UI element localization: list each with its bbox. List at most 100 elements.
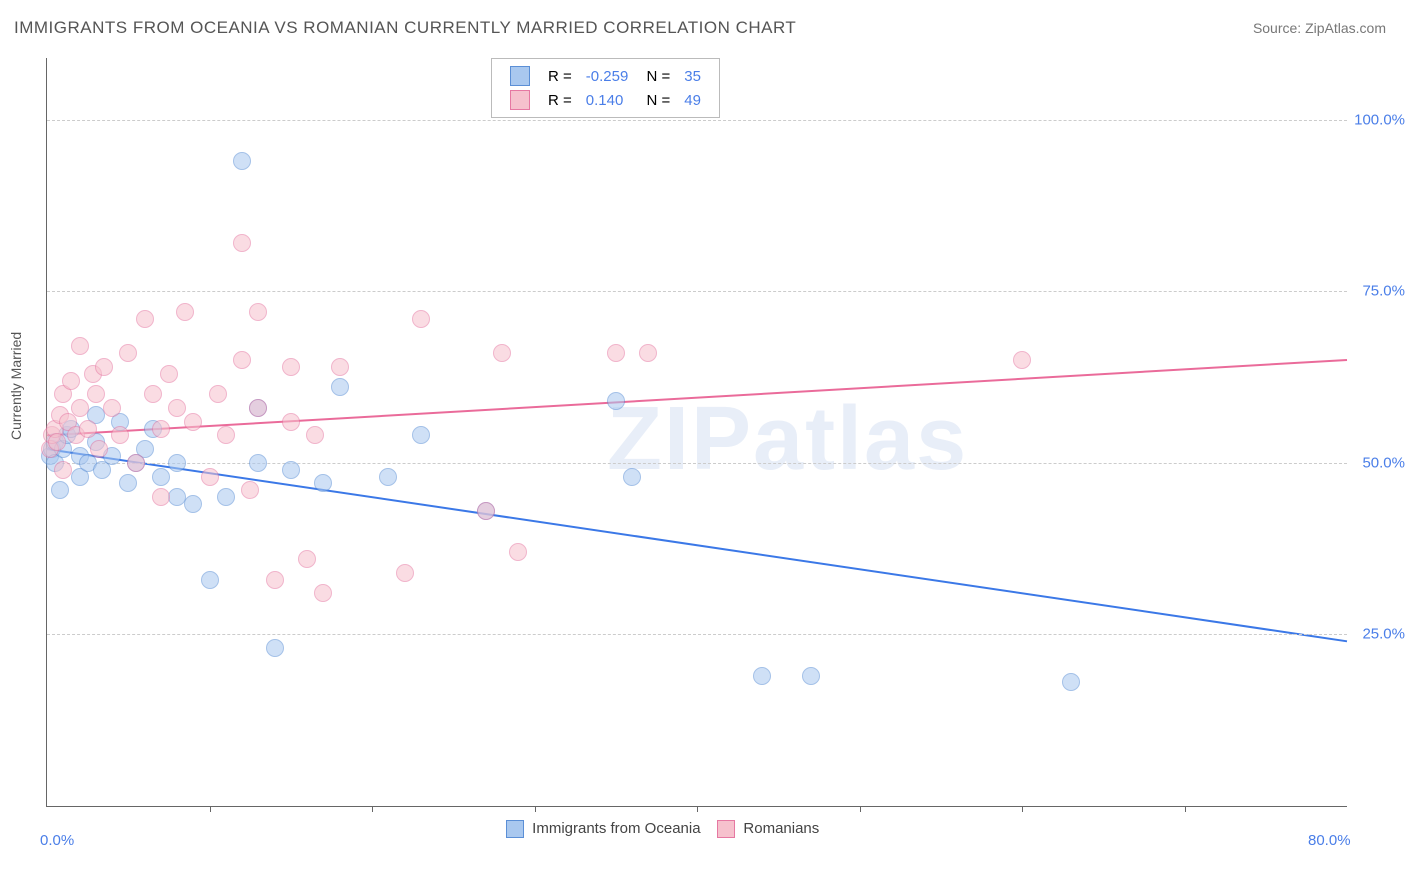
data-point bbox=[48, 433, 66, 451]
n-value: 35 bbox=[678, 65, 707, 87]
data-point bbox=[201, 571, 219, 589]
legend-swatch bbox=[717, 820, 735, 838]
data-point bbox=[87, 385, 105, 403]
data-point bbox=[95, 358, 113, 376]
data-point bbox=[412, 310, 430, 328]
data-point bbox=[184, 495, 202, 513]
data-point bbox=[233, 152, 251, 170]
data-point bbox=[184, 413, 202, 431]
data-point bbox=[217, 426, 235, 444]
data-point bbox=[209, 385, 227, 403]
data-point bbox=[168, 399, 186, 417]
y-axis-label: Currently Married bbox=[8, 332, 24, 440]
data-point bbox=[217, 488, 235, 506]
data-point bbox=[119, 344, 137, 362]
legend-series-name: Immigrants from Oceania bbox=[532, 820, 700, 837]
x-axis-max: 80.0% bbox=[1308, 832, 1351, 849]
x-tick bbox=[372, 806, 373, 812]
x-axis-min: 0.0% bbox=[40, 832, 74, 849]
data-point bbox=[282, 413, 300, 431]
data-point bbox=[298, 550, 316, 568]
n-label: N = bbox=[636, 89, 676, 111]
data-point bbox=[607, 392, 625, 410]
x-tick bbox=[1022, 806, 1023, 812]
data-point bbox=[639, 344, 657, 362]
y-tick-label: 25.0% bbox=[1349, 626, 1405, 643]
data-point bbox=[233, 351, 251, 369]
data-point bbox=[282, 461, 300, 479]
data-point bbox=[119, 474, 137, 492]
chart-title: IMMIGRANTS FROM OCEANIA VS ROMANIAN CURR… bbox=[14, 18, 796, 38]
y-tick-label: 50.0% bbox=[1349, 454, 1405, 471]
series-legend: Immigrants from Oceania Romanians bbox=[506, 820, 836, 838]
r-label: R = bbox=[542, 65, 578, 87]
data-point bbox=[266, 571, 284, 589]
y-tick-label: 75.0% bbox=[1349, 283, 1405, 300]
data-point bbox=[90, 440, 108, 458]
data-point bbox=[493, 344, 511, 362]
x-tick bbox=[210, 806, 211, 812]
x-tick bbox=[697, 806, 698, 812]
data-point bbox=[71, 399, 89, 417]
data-point bbox=[306, 426, 324, 444]
data-point bbox=[331, 358, 349, 376]
data-point bbox=[1013, 351, 1031, 369]
data-point bbox=[176, 303, 194, 321]
data-point bbox=[136, 310, 154, 328]
data-point bbox=[266, 639, 284, 657]
data-point bbox=[152, 468, 170, 486]
r-value: -0.259 bbox=[580, 65, 635, 87]
gridline bbox=[47, 634, 1347, 635]
n-value: 49 bbox=[678, 89, 707, 111]
data-point bbox=[111, 426, 129, 444]
data-point bbox=[54, 461, 72, 479]
data-point bbox=[160, 365, 178, 383]
data-point bbox=[168, 454, 186, 472]
data-point bbox=[249, 303, 267, 321]
x-tick bbox=[1185, 806, 1186, 812]
data-point bbox=[314, 474, 332, 492]
data-point bbox=[379, 468, 397, 486]
trend-line bbox=[47, 449, 1347, 641]
gridline bbox=[47, 463, 1347, 464]
data-point bbox=[1062, 673, 1080, 691]
legend-swatch bbox=[506, 820, 524, 838]
legend-swatch bbox=[510, 90, 530, 110]
legend-row: R =0.140 N =49 bbox=[504, 89, 707, 111]
n-label: N = bbox=[636, 65, 676, 87]
data-point bbox=[249, 454, 267, 472]
legend-series-name: Romanians bbox=[743, 820, 819, 837]
data-point bbox=[144, 385, 162, 403]
data-point bbox=[396, 564, 414, 582]
data-point bbox=[152, 488, 170, 506]
data-point bbox=[249, 399, 267, 417]
data-point bbox=[79, 420, 97, 438]
scatter-plot: ZIPatlas R =-0.259 N =35R =0.140 N =49 2… bbox=[46, 58, 1347, 807]
data-point bbox=[509, 543, 527, 561]
data-point bbox=[607, 344, 625, 362]
data-point bbox=[71, 337, 89, 355]
gridline bbox=[47, 291, 1347, 292]
y-tick-label: 100.0% bbox=[1349, 111, 1405, 128]
legend-row: R =-0.259 N =35 bbox=[504, 65, 707, 87]
data-point bbox=[62, 372, 80, 390]
x-tick bbox=[860, 806, 861, 812]
data-point bbox=[314, 584, 332, 602]
legend-swatch bbox=[510, 66, 530, 86]
data-point bbox=[753, 667, 771, 685]
x-tick bbox=[535, 806, 536, 812]
data-point bbox=[103, 399, 121, 417]
trend-lines bbox=[47, 58, 1347, 806]
r-label: R = bbox=[542, 89, 578, 111]
data-point bbox=[412, 426, 430, 444]
data-point bbox=[477, 502, 495, 520]
data-point bbox=[331, 378, 349, 396]
data-point bbox=[127, 454, 145, 472]
correlation-legend: R =-0.259 N =35R =0.140 N =49 bbox=[491, 58, 720, 118]
data-point bbox=[282, 358, 300, 376]
source-label: Source: ZipAtlas.com bbox=[1253, 20, 1386, 36]
data-point bbox=[201, 468, 219, 486]
r-value: 0.140 bbox=[580, 89, 635, 111]
gridline bbox=[47, 120, 1347, 121]
trend-line bbox=[47, 360, 1347, 435]
